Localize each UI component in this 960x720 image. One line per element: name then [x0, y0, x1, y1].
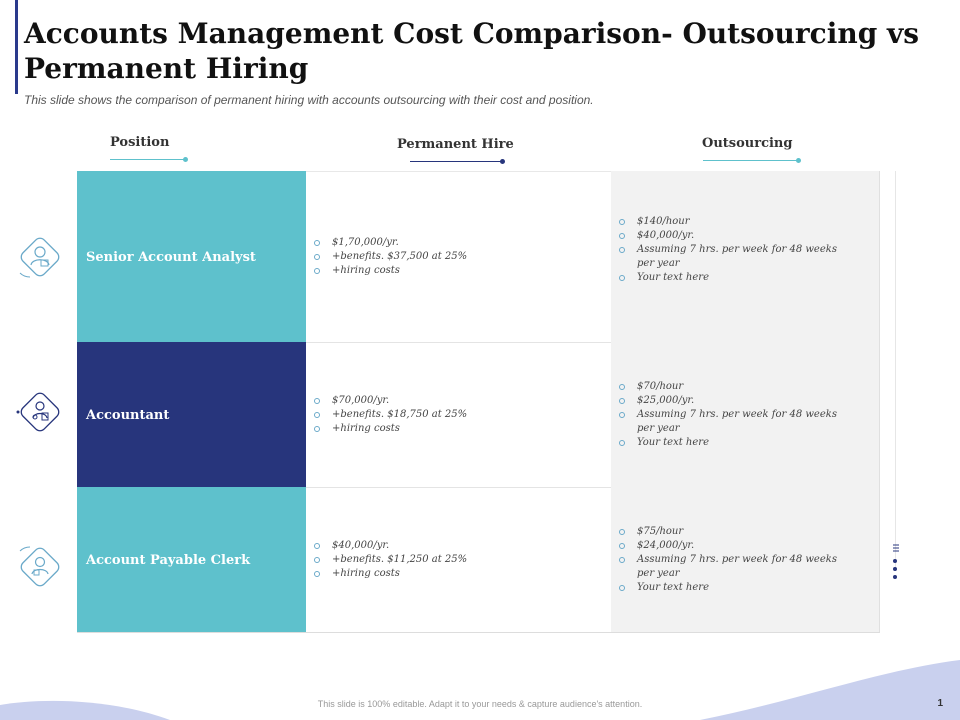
- footer-note: This slide is 100% editable. Adapt it to…: [317, 699, 643, 709]
- list-item: Your text here: [617, 436, 857, 450]
- list-item: $70/hour: [617, 380, 857, 394]
- position-cell: Accountant: [77, 342, 306, 487]
- list-item: Assuming 7 hrs. per week for 48 weeks pe…: [617, 408, 857, 436]
- position-label: Senior Account Analyst: [86, 250, 256, 265]
- list-item: +hiring costs: [312, 567, 467, 581]
- outsourcing-cost-list: $140/hour $40,000/yr. Assuming 7 hrs. pe…: [617, 215, 857, 285]
- outsourcing-cost-list: $75/hour $24,000/yr. Assuming 7 hrs. per…: [617, 525, 857, 595]
- permanent-cost-list: $40,000/yr. +benefits. $11,250 at 25% +h…: [312, 539, 467, 581]
- position-cell: Account Payable Clerk: [77, 487, 306, 632]
- list-item: $75/hour: [617, 525, 857, 539]
- permanent-cost-list: $70,000/yr. +benefits. $18,750 at 25% +h…: [312, 394, 467, 436]
- slide-nav-dots: [890, 543, 902, 588]
- list-item: +hiring costs: [312, 422, 467, 436]
- position-cell: Senior Account Analyst: [77, 171, 306, 342]
- column-header-outsourcing: Outsourcing: [702, 136, 793, 151]
- list-item: $140/hour: [617, 215, 857, 229]
- list-item: +benefits. $18,750 at 25%: [312, 408, 467, 422]
- page-number: 1: [937, 698, 943, 709]
- position-label: Accountant: [86, 408, 170, 423]
- page-subtitle: This slide shows the comparison of perma…: [24, 93, 594, 107]
- position-label: Account Payable Clerk: [86, 553, 251, 568]
- permanent-header-dot: [500, 159, 505, 164]
- row-divider: [306, 487, 611, 488]
- outsourcing-header-line: [703, 160, 798, 161]
- permanent-cost-list: $1,70,000/yr. +benefits. $37,500 at 25% …: [312, 236, 467, 278]
- list-item: +benefits. $37,500 at 25%: [312, 250, 467, 264]
- page-title: Accounts Management Cost Comparison- Out…: [24, 17, 920, 85]
- position-header-line: [110, 159, 185, 160]
- list-item: Your text here: [617, 581, 857, 595]
- bottom-left-wave: [0, 700, 170, 720]
- list-item: $25,000/yr.: [617, 394, 857, 408]
- permanent-column: [306, 171, 611, 632]
- bottom-right-wave: [700, 660, 960, 720]
- position-header-dot: [183, 157, 188, 162]
- accountant-icon: [16, 388, 64, 436]
- list-item: +hiring costs: [312, 264, 467, 278]
- list-item: $40,000/yr.: [312, 539, 467, 553]
- list-item: +benefits. $11,250 at 25%: [312, 553, 467, 567]
- title-accent-bar: [15, 0, 18, 94]
- list-item: $1,70,000/yr.: [312, 236, 467, 250]
- comparison-table: Senior Account Analyst $1,70,000/yr. +be…: [77, 171, 880, 633]
- permanent-header-line: [410, 161, 502, 162]
- analyst-icon: [16, 233, 64, 281]
- list-item: $40,000/yr.: [617, 229, 857, 243]
- column-header-permanent: Permanent Hire: [397, 137, 514, 152]
- list-item: $24,000/yr.: [617, 539, 857, 553]
- right-edge-line: [895, 171, 896, 571]
- row-divider: [306, 342, 611, 343]
- clerk-icon: [16, 543, 64, 591]
- list-item: Assuming 7 hrs. per week for 48 weeks pe…: [617, 243, 857, 271]
- list-item: $70,000/yr.: [312, 394, 467, 408]
- outsourcing-cost-list: $70/hour $25,000/yr. Assuming 7 hrs. per…: [617, 380, 857, 450]
- outsourcing-header-dot: [796, 158, 801, 163]
- list-item: Your text here: [617, 271, 857, 285]
- list-item: Assuming 7 hrs. per week for 48 weeks pe…: [617, 553, 857, 581]
- column-header-position: Position: [110, 135, 170, 150]
- outsourcing-column-bg: [611, 171, 879, 632]
